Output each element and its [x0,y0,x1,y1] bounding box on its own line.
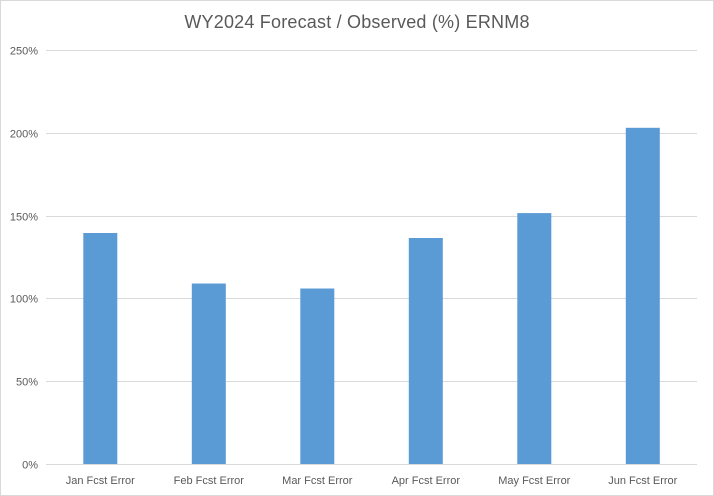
bar [83,233,118,464]
x-tick-label: Jun Fcst Error [608,475,677,487]
x-tick-label: Apr Fcst Error [392,475,461,487]
bar [517,213,552,464]
y-tick-label: 200% [10,129,38,141]
x-tick-label: Feb Fcst Error [174,475,245,487]
y-tick-label: 0% [22,460,38,472]
gridlines [46,50,697,465]
y-tick-label: 250% [10,46,38,58]
bars [83,127,660,465]
bar [625,127,660,465]
y-tick-label: 150% [10,212,38,224]
y-tick-label: 100% [10,294,38,306]
x-axis-ticks: Jan Fcst Error Feb Fcst Error Mar Fcst Err… [66,475,678,487]
x-tick-label: May Fcst Error [498,475,570,487]
x-tick-label: Jan Fcst Error [66,475,135,487]
x-tick-label: Mar Fcst Error [282,475,353,487]
bar [191,283,226,464]
bar [300,288,335,464]
bar [408,238,443,464]
y-axis-ticks: 0% 50% 100% 150% 200% 250% [10,46,38,472]
chart-title: WY2024 Forecast / Observed (%) ERNM8 [184,12,530,32]
y-tick-label: 50% [16,377,38,389]
